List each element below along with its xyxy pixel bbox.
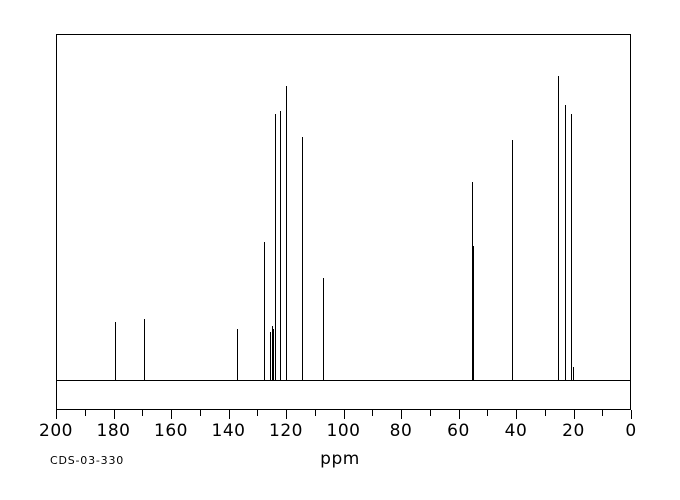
x-axis-minor-tick [257,410,259,416]
x-axis-tick [228,410,230,419]
x-axis-tick-label: 40 [504,421,528,441]
x-axis-tick-label: 120 [269,421,303,441]
x-axis-tick-label: 80 [389,421,413,441]
x-axis-tick-label: 140 [211,421,246,441]
x-axis-minor-tick [372,410,374,416]
x-axis-tick [573,410,575,419]
x-axis-tick-label: 100 [326,421,361,441]
x-axis-minor-tick [84,410,86,416]
x-axis-tick [401,410,402,419]
x-axis-minor-tick [142,410,144,416]
spectrum-baseline [56,380,631,381]
x-axis-tick [56,410,57,419]
x-axis-minor-tick [314,410,316,416]
x-axis-tick [516,410,517,419]
x-axis-tick [458,410,460,419]
x-axis-tick-label: 180 [96,421,131,441]
x-axis-tick-label: 20 [562,421,585,441]
x-axis-tick-label: 0 [625,421,637,441]
x-axis-tick [171,410,172,419]
x-axis-tick-label: 60 [447,421,470,441]
sample-id-caption: CDS-03-330 [50,454,125,467]
x-axis-tick-label: 160 [154,421,188,441]
x-axis-tick-label: 200 [39,421,73,441]
plot-frame [56,34,631,410]
x-axis-tick [343,410,345,419]
x-axis-tick [631,410,632,419]
x-axis-minor-tick [602,410,604,416]
x-axis-minor-tick [487,410,489,416]
x-axis-minor-tick [199,410,201,416]
x-axis-tick [113,410,115,419]
x-axis-title: ppm [320,449,360,469]
x-axis-minor-tick [429,410,431,416]
x-axis-tick [286,410,287,419]
x-axis-minor-tick [544,410,546,416]
